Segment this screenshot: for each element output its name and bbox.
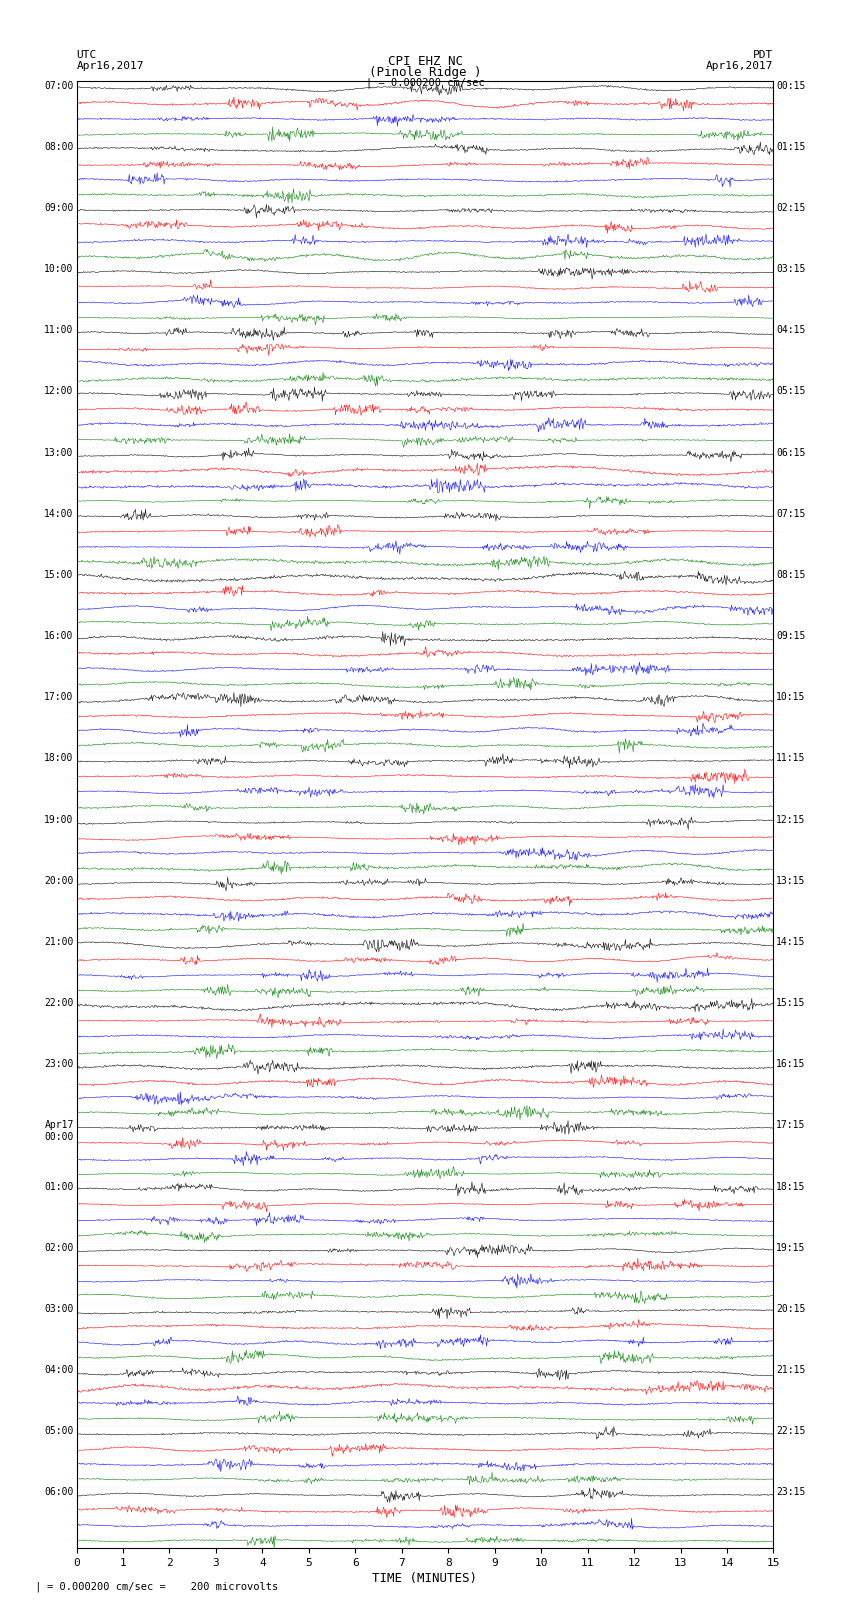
Text: CPI EHZ NC: CPI EHZ NC [388,55,462,68]
Text: | = 0.000200 cm/sec: | = 0.000200 cm/sec [366,77,484,89]
Text: Apr16,2017: Apr16,2017 [706,61,774,71]
Text: Apr16,2017: Apr16,2017 [76,61,144,71]
X-axis label: TIME (MINUTES): TIME (MINUTES) [372,1573,478,1586]
Text: (Pinole Ridge ): (Pinole Ridge ) [369,66,481,79]
Text: |: | [34,1581,41,1592]
Text: UTC: UTC [76,50,97,60]
Text: PDT: PDT [753,50,774,60]
Text: = 0.000200 cm/sec =    200 microvolts: = 0.000200 cm/sec = 200 microvolts [47,1582,278,1592]
